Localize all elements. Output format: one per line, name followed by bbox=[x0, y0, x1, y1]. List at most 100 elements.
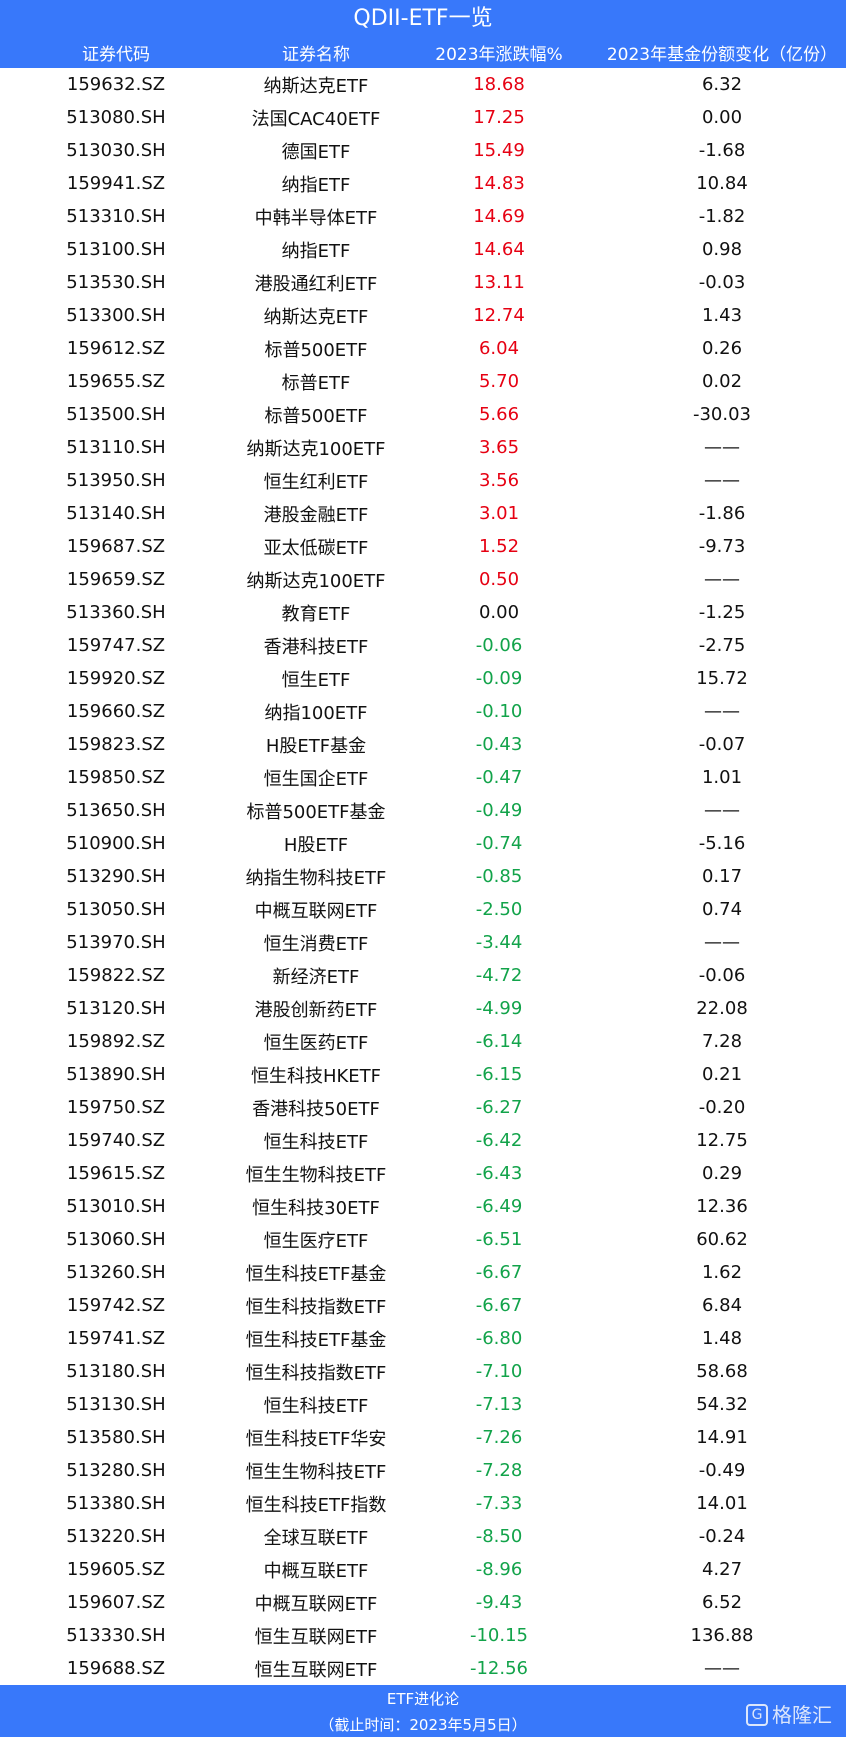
table-row: 159660.SZ 纳指100ETF -0.10 —— bbox=[0, 695, 846, 728]
cell-code: 513650.SH bbox=[66, 800, 166, 821]
cell-code: 513330.SH bbox=[66, 1625, 166, 1646]
watermark-logo: G 格隆汇 bbox=[746, 1701, 832, 1729]
cell-share-change: -1.86 bbox=[698, 503, 746, 524]
cell-share-change: -1.25 bbox=[698, 602, 746, 623]
cell-share-change: —— bbox=[704, 932, 740, 953]
cell-share-change: -0.20 bbox=[698, 1097, 746, 1118]
table-row: 513110.SH 纳斯达克100ETF 3.65 —— bbox=[0, 431, 846, 464]
cell-name: 法国CAC40ETF bbox=[251, 108, 381, 130]
cell-code: 513580.SH bbox=[66, 1427, 166, 1448]
cell-name: 恒生红利ETF bbox=[263, 471, 369, 493]
cell-name: 纳斯达克100ETF bbox=[246, 570, 386, 592]
cell-code: 159741.SZ bbox=[66, 1328, 166, 1349]
cell-change-pct: 14.69 bbox=[473, 206, 525, 227]
cell-name: 标普500ETF bbox=[264, 405, 368, 427]
cell-code: 513970.SH bbox=[66, 932, 166, 953]
cell-name: 香港科技50ETF bbox=[252, 1098, 380, 1120]
cell-change-pct: 17.25 bbox=[473, 107, 525, 128]
cell-change-pct: 3.56 bbox=[478, 470, 520, 491]
table-row: 513950.SH 恒生红利ETF 3.56 —— bbox=[0, 464, 846, 497]
cell-name: 标普500ETF基金 bbox=[246, 801, 386, 823]
cell-share-change: 0.26 bbox=[701, 338, 743, 359]
cell-code: 159920.SZ bbox=[66, 668, 166, 689]
cell-name: 恒生国企ETF bbox=[263, 768, 369, 790]
table-row: 513050.SH 中概互联网ETF -2.50 0.74 bbox=[0, 893, 846, 926]
cell-change-pct: 3.65 bbox=[478, 437, 520, 458]
cell-share-change: 54.32 bbox=[696, 1394, 748, 1415]
cell-share-change: —— bbox=[704, 1658, 740, 1679]
cell-code: 159615.SZ bbox=[66, 1163, 166, 1184]
footer: ETF进化论 （截止时间：2023年5月5日） G 格隆汇 bbox=[0, 1685, 846, 1737]
cell-change-pct: -8.96 bbox=[475, 1559, 523, 1580]
cell-change-pct: -6.67 bbox=[475, 1295, 523, 1316]
cell-code: 513310.SH bbox=[66, 206, 166, 227]
table-row: 513120.SH 港股创新药ETF -4.99 22.08 bbox=[0, 992, 846, 1025]
table-row: 513080.SH 法国CAC40ETF 17.25 0.00 bbox=[0, 101, 846, 134]
cell-name: 恒生互联网ETF bbox=[254, 1659, 378, 1681]
cell-name: 港股金融ETF bbox=[263, 504, 369, 526]
cell-code: 159750.SZ bbox=[66, 1097, 166, 1118]
cell-code: 513130.SH bbox=[66, 1394, 166, 1415]
cell-share-change: 14.91 bbox=[696, 1427, 748, 1448]
cell-code: 159742.SZ bbox=[66, 1295, 166, 1316]
cell-share-change: —— bbox=[704, 569, 740, 590]
cell-name: 香港科技ETF bbox=[263, 636, 369, 658]
logo-text: 格隆汇 bbox=[772, 1703, 832, 1727]
cell-change-pct: -4.72 bbox=[475, 965, 523, 986]
cell-change-pct: 6.04 bbox=[478, 338, 520, 359]
table-row: 159615.SZ 恒生生物科技ETF -6.43 0.29 bbox=[0, 1157, 846, 1190]
cell-change-pct: -0.49 bbox=[475, 800, 523, 821]
page-title: QDII-ETF一览 bbox=[353, 6, 493, 31]
cell-share-change: -0.07 bbox=[698, 734, 746, 755]
table-row: 159742.SZ 恒生科技指数ETF -6.67 6.84 bbox=[0, 1289, 846, 1322]
cell-change-pct: -6.49 bbox=[475, 1196, 523, 1217]
cell-change-pct: -6.43 bbox=[475, 1163, 523, 1184]
table-row: 513970.SH 恒生消费ETF -3.44 —— bbox=[0, 926, 846, 959]
table-row: 513650.SH 标普500ETF基金 -0.49 —— bbox=[0, 794, 846, 827]
footer-source: ETF进化论 bbox=[386, 1690, 460, 1708]
cell-change-pct: -10.15 bbox=[469, 1625, 529, 1646]
cell-name: 港股创新药ETF bbox=[254, 999, 378, 1021]
cell-name: 恒生生物科技ETF bbox=[245, 1461, 387, 1483]
cell-change-pct: -7.10 bbox=[475, 1361, 523, 1382]
cell-code: 513500.SH bbox=[66, 404, 166, 425]
cell-name: 全球互联ETF bbox=[263, 1527, 369, 1549]
cell-code: 513950.SH bbox=[66, 470, 166, 491]
table-row: 513380.SH 恒生科技ETF指数 -7.33 14.01 bbox=[0, 1487, 846, 1520]
cell-change-pct: -6.67 bbox=[475, 1262, 523, 1283]
cell-code: 513050.SH bbox=[66, 899, 166, 920]
cell-code: 513080.SH bbox=[66, 107, 166, 128]
cell-change-pct: -0.10 bbox=[475, 701, 523, 722]
cell-code: 159660.SZ bbox=[66, 701, 166, 722]
header-share-change: 2023年基金份额变化（亿份） bbox=[606, 44, 838, 65]
cell-name: 教育ETF bbox=[281, 603, 351, 625]
cell-code: 513030.SH bbox=[66, 140, 166, 161]
cell-share-change: 6.52 bbox=[701, 1592, 743, 1613]
cell-share-change: 6.32 bbox=[701, 74, 743, 95]
cell-code: 159822.SZ bbox=[66, 965, 166, 986]
cell-share-change: —— bbox=[704, 470, 740, 491]
cell-change-pct: -7.33 bbox=[475, 1493, 523, 1514]
cell-change-pct: -6.15 bbox=[475, 1064, 523, 1085]
cell-name: 恒生科技HKETF bbox=[250, 1065, 382, 1087]
cell-change-pct: 5.66 bbox=[478, 404, 520, 425]
cell-change-pct: -0.74 bbox=[475, 833, 523, 854]
cell-code: 513110.SH bbox=[66, 437, 166, 458]
cell-share-change: —— bbox=[704, 800, 740, 821]
cell-change-pct: -3.44 bbox=[475, 932, 523, 953]
cell-share-change: 1.48 bbox=[701, 1328, 743, 1349]
cell-name: 恒生医疗ETF bbox=[263, 1230, 369, 1252]
table-row: 159607.SZ 中概互联网ETF -9.43 6.52 bbox=[0, 1586, 846, 1619]
cell-name: 新经济ETF bbox=[272, 966, 360, 988]
cell-name: 恒生科技ETF bbox=[263, 1395, 369, 1417]
table-row: 159823.SZ H股ETF基金 -0.43 -0.07 bbox=[0, 728, 846, 761]
cell-code: 513140.SH bbox=[66, 503, 166, 524]
cell-share-change: 0.02 bbox=[701, 371, 743, 392]
cell-share-change: -2.75 bbox=[698, 635, 746, 656]
cell-change-pct: -0.85 bbox=[475, 866, 523, 887]
cell-code: 159659.SZ bbox=[66, 569, 166, 590]
cell-change-pct: -7.28 bbox=[475, 1460, 523, 1481]
cell-share-change: 1.43 bbox=[701, 305, 743, 326]
cell-share-change: -0.03 bbox=[698, 272, 746, 293]
cell-name: 港股通红利ETF bbox=[254, 273, 378, 295]
